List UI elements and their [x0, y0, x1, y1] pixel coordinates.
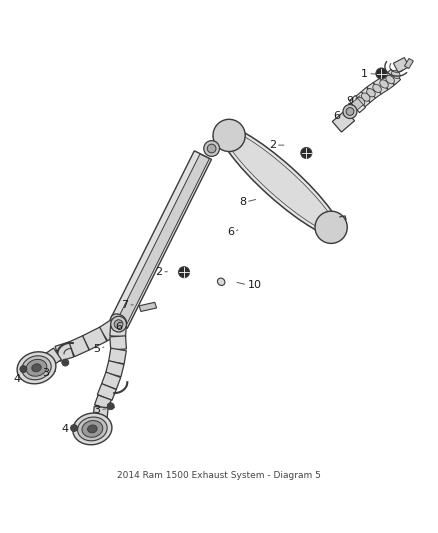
- Polygon shape: [405, 59, 413, 69]
- Polygon shape: [102, 372, 121, 389]
- Ellipse shape: [32, 364, 41, 372]
- Polygon shape: [332, 110, 354, 132]
- Ellipse shape: [224, 131, 336, 232]
- Ellipse shape: [217, 278, 225, 286]
- Polygon shape: [361, 87, 375, 102]
- Polygon shape: [93, 407, 108, 418]
- Polygon shape: [109, 348, 126, 364]
- Polygon shape: [55, 342, 74, 361]
- Ellipse shape: [111, 316, 127, 332]
- Text: 4: 4: [13, 374, 20, 384]
- Ellipse shape: [111, 314, 127, 327]
- Ellipse shape: [343, 104, 357, 118]
- Text: 6: 6: [227, 228, 234, 237]
- Ellipse shape: [207, 144, 216, 153]
- Polygon shape: [110, 151, 212, 328]
- Polygon shape: [44, 348, 61, 366]
- Ellipse shape: [361, 93, 370, 101]
- Ellipse shape: [73, 413, 112, 445]
- Ellipse shape: [376, 68, 387, 79]
- Polygon shape: [116, 154, 209, 328]
- Text: 9: 9: [346, 95, 353, 106]
- Polygon shape: [110, 324, 127, 337]
- Text: 3: 3: [93, 405, 100, 415]
- Ellipse shape: [78, 417, 107, 441]
- Text: 6: 6: [333, 111, 340, 122]
- Text: 3: 3: [42, 368, 49, 378]
- Polygon shape: [356, 92, 370, 107]
- Ellipse shape: [219, 126, 341, 237]
- Ellipse shape: [346, 108, 354, 116]
- Ellipse shape: [71, 425, 78, 432]
- Polygon shape: [99, 318, 123, 341]
- Polygon shape: [82, 327, 107, 350]
- Polygon shape: [373, 78, 388, 94]
- Ellipse shape: [17, 352, 56, 384]
- Ellipse shape: [386, 76, 394, 84]
- Polygon shape: [213, 128, 234, 150]
- Polygon shape: [106, 361, 124, 377]
- Ellipse shape: [82, 421, 103, 437]
- Ellipse shape: [204, 141, 219, 156]
- Ellipse shape: [20, 366, 27, 373]
- Polygon shape: [95, 395, 111, 409]
- Polygon shape: [139, 302, 156, 311]
- Ellipse shape: [107, 403, 114, 410]
- Polygon shape: [68, 336, 89, 357]
- Ellipse shape: [315, 211, 347, 244]
- Ellipse shape: [213, 119, 245, 151]
- Ellipse shape: [373, 84, 381, 93]
- Ellipse shape: [356, 98, 365, 106]
- Text: 8: 8: [239, 197, 246, 207]
- Polygon shape: [380, 74, 394, 90]
- Text: 6: 6: [115, 322, 122, 332]
- Ellipse shape: [114, 320, 123, 328]
- Ellipse shape: [392, 70, 400, 78]
- Polygon shape: [367, 83, 381, 99]
- Ellipse shape: [380, 80, 389, 88]
- Polygon shape: [352, 98, 363, 110]
- Polygon shape: [349, 95, 366, 112]
- Ellipse shape: [367, 88, 375, 97]
- Ellipse shape: [301, 148, 312, 158]
- Text: 2014 Ram 1500 Exhaust System - Diagram 5: 2014 Ram 1500 Exhaust System - Diagram 5: [117, 471, 321, 480]
- Text: 5: 5: [93, 344, 100, 353]
- Polygon shape: [97, 384, 116, 400]
- Ellipse shape: [26, 359, 47, 376]
- Text: 1: 1: [361, 69, 368, 78]
- Polygon shape: [393, 58, 409, 72]
- Polygon shape: [110, 336, 127, 350]
- Text: 2: 2: [155, 266, 162, 277]
- Ellipse shape: [62, 359, 69, 366]
- Text: 4: 4: [61, 424, 68, 434]
- Text: 10: 10: [247, 280, 261, 290]
- Text: 7: 7: [121, 300, 128, 310]
- Polygon shape: [385, 69, 401, 85]
- Ellipse shape: [88, 425, 97, 433]
- Ellipse shape: [179, 266, 190, 278]
- Ellipse shape: [22, 356, 51, 380]
- Text: 2: 2: [268, 140, 276, 150]
